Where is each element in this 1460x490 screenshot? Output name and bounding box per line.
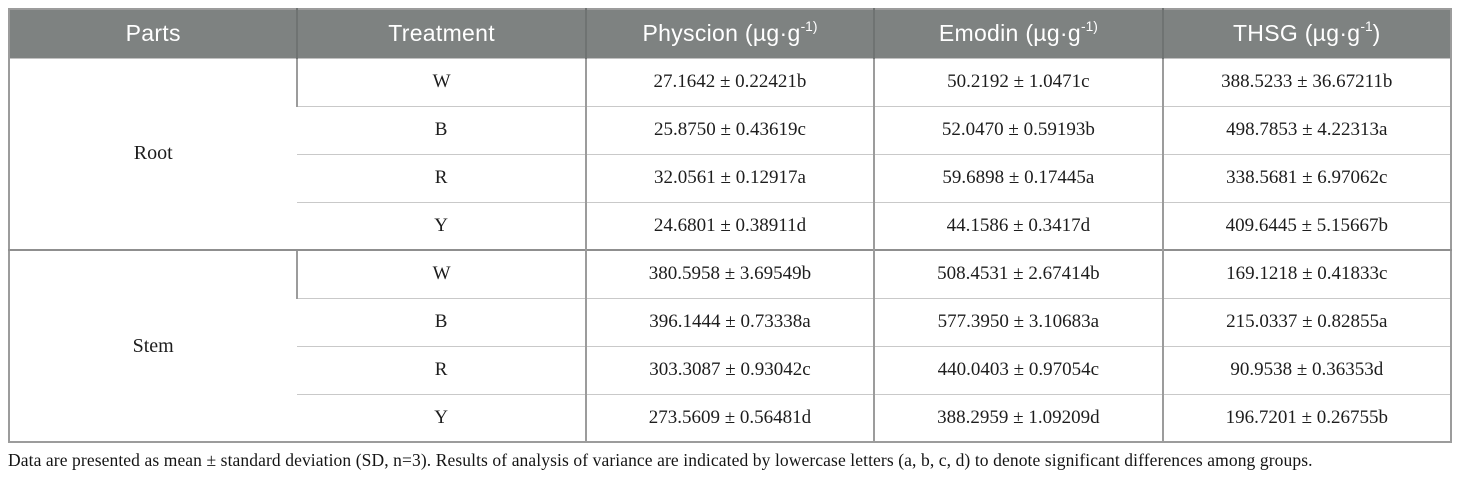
physcion-value-cell: 273.5609 ± 0.56481d xyxy=(584,393,875,442)
thsg-value-cell: 215.0337 ± 0.82855a xyxy=(1161,297,1451,346)
physcion-value-cell: 24.6801 ± 0.38911d xyxy=(584,201,875,250)
physcion-value-cell: 27.1642 ± 0.22421b xyxy=(584,57,875,106)
treatment-cell: W xyxy=(296,57,586,106)
table-header: Parts Treatment Physcion (µg·g-1) Emodin… xyxy=(9,9,1451,58)
measurements-table: Parts Treatment Physcion (µg·g-1) Emodin… xyxy=(8,8,1452,443)
table-row: R 303.3087 ± 0.93042c 440.0403 ± 0.97054… xyxy=(9,345,1451,394)
emodin-value-cell: 577.3950 ± 3.10683a xyxy=(873,297,1163,346)
treatment-cell: Y xyxy=(297,201,586,250)
header-label: Physcion (µg·g xyxy=(642,20,801,47)
emodin-value-cell: 50.2192 ± 1.0471c xyxy=(873,57,1163,106)
thsg-value-cell: 196.7201 ± 0.26755b xyxy=(1161,393,1451,442)
emodin-value-cell: 388.2959 ± 1.09209d xyxy=(873,393,1163,442)
unit-superscript: -1) xyxy=(800,18,818,34)
table-row: R 32.0561 ± 0.12917a 59.6898 ± 0.17445a … xyxy=(9,153,1451,202)
header-label: Emodin (µg·g xyxy=(938,20,1081,47)
unit-superscript: -1 xyxy=(1360,18,1373,34)
unit-superscript: -1) xyxy=(1081,18,1098,34)
column-header-treatment: Treatment xyxy=(296,9,586,58)
treatment-cell: B xyxy=(297,297,586,346)
emodin-value-cell: 52.0470 ± 0.59193b xyxy=(873,105,1163,154)
thsg-value-cell: 409.6445 ± 5.15667b xyxy=(1161,201,1451,250)
table-row: B 25.8750 ± 0.43619c 52.0470 ± 0.59193b … xyxy=(9,105,1451,154)
table-row: Root W 27.1642 ± 0.22421b 50.2192 ± 1.04… xyxy=(9,57,1451,250)
physcion-value-cell: 396.1444 ± 0.73338a xyxy=(584,297,875,346)
physcion-value-cell: 32.0561 ± 0.12917a xyxy=(584,153,875,202)
column-header-emodin: Emodin (µg·g-1) xyxy=(873,9,1163,58)
header-label: Treatment xyxy=(388,20,495,47)
thsg-value-cell: 388.5233 ± 36.67211b xyxy=(1161,57,1451,106)
header-label: Parts xyxy=(125,20,181,47)
emodin-value-cell: 59.6898 ± 0.17445a xyxy=(873,153,1163,202)
treatment-cell: R xyxy=(297,153,586,202)
header-row: Parts Treatment Physcion (µg·g-1) Emodin… xyxy=(9,9,1451,58)
thsg-value-cell: 338.5681 ± 6.97062c xyxy=(1161,153,1451,202)
parts-cell-stem: Stem xyxy=(9,249,298,442)
column-header-parts: Parts xyxy=(9,9,298,58)
treatment-cell: R xyxy=(297,345,586,394)
thsg-value-cell: 169.1218 ± 0.41833c xyxy=(1161,249,1451,298)
table-row: Y 273.5609 ± 0.56481d 388.2959 ± 1.09209… xyxy=(9,393,1451,442)
emodin-value-cell: 44.1586 ± 0.3417d xyxy=(873,201,1163,250)
column-header-physcion: Physcion (µg·g-1) xyxy=(584,9,875,58)
unit-close-paren: ) xyxy=(1372,20,1381,47)
parts-cell-root: Root xyxy=(9,57,298,250)
treatment-cell: Y xyxy=(297,393,586,442)
table-body: Root W 27.1642 ± 0.22421b 50.2192 ± 1.04… xyxy=(9,57,1451,442)
table-row: B 396.1444 ± 0.73338a 577.3950 ± 3.10683… xyxy=(9,297,1451,346)
column-header-thsg: THSG (µg·g-1) xyxy=(1161,9,1451,58)
physcion-value-cell: 303.3087 ± 0.93042c xyxy=(584,345,875,394)
table-footnote: Data are presented as mean ± standard de… xyxy=(8,450,1313,470)
table-row: Stem W 380.5958 ± 3.69549b 508.4531 ± 2.… xyxy=(9,249,1451,442)
emodin-value-cell: 440.0403 ± 0.97054c xyxy=(873,345,1163,394)
treatment-cell: W xyxy=(296,249,586,298)
physcion-value-cell: 380.5958 ± 3.69549b xyxy=(584,249,875,298)
treatment-cell: B xyxy=(297,105,586,154)
thsg-value-cell: 498.7853 ± 4.22313a xyxy=(1161,105,1451,154)
page: Parts Treatment Physcion (µg·g-1) Emodin… xyxy=(0,8,1460,490)
header-label: THSG (µg·g xyxy=(1232,20,1361,47)
thsg-value-cell: 90.9538 ± 0.36353d xyxy=(1161,345,1451,394)
table-row: Y 24.6801 ± 0.38911d 44.1586 ± 0.3417d 4… xyxy=(9,201,1451,250)
physcion-value-cell: 25.8750 ± 0.43619c xyxy=(584,105,875,154)
emodin-value-cell: 508.4531 ± 2.67414b xyxy=(873,249,1163,298)
